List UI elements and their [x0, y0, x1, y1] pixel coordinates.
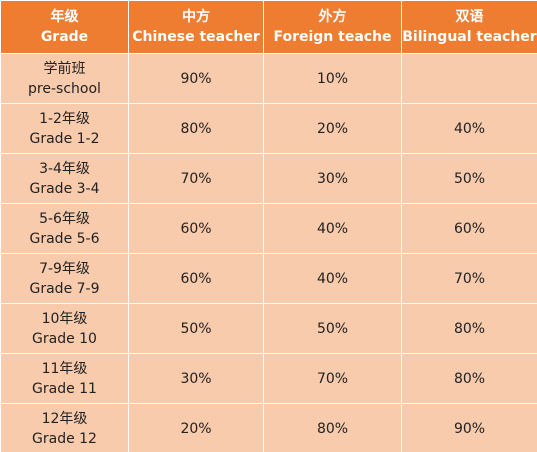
grade-cell: 学前班 pre-school [0, 53, 129, 104]
table-body: 学前班 pre-school 90% 10% 1-2年级 Grade 1-2 8… [0, 53, 537, 452]
grade-zh: 1-2年级 [39, 110, 90, 127]
grade-en: Grade 5-6 [29, 230, 100, 247]
foreign-teacher-cell: 70% [263, 353, 402, 404]
grade-en: Grade 10 [32, 330, 97, 347]
grade-zh: 学前班 [43, 60, 86, 77]
table-row: 11年级 Grade 11 30% 70% 80% [0, 353, 537, 404]
table-row: 学前班 pre-school 90% 10% [0, 53, 537, 104]
header-chinese-teacher: 中方 Chinese teacher [128, 0, 264, 54]
chinese-teacher-cell: 80% [128, 103, 264, 154]
foreign-teacher-cell: 50% [263, 303, 402, 354]
header-bilingual-zh: 双语 [455, 9, 484, 25]
chinese-teacher-cell: 50% [128, 303, 264, 354]
header-grade-zh: 年级 [50, 9, 79, 25]
grade-cell: 7-9年级 Grade 7-9 [0, 253, 129, 304]
chinese-teacher-cell: 20% [128, 403, 264, 452]
table-row: 5-6年级 Grade 5-6 60% 40% 60% [0, 203, 537, 254]
grade-en: Grade 11 [32, 380, 97, 397]
foreign-teacher-cell: 10% [263, 53, 402, 104]
grade-zh: 7-9年级 [39, 260, 90, 277]
grade-en: pre-school [28, 80, 101, 97]
bilingual-teacher-cell: 90% [401, 403, 537, 452]
bilingual-teacher-cell [401, 53, 537, 104]
table-row: 7-9年级 Grade 7-9 60% 40% 70% [0, 253, 537, 304]
header-foreign-en: Foreign teache [273, 29, 392, 45]
grade-zh: 10年级 [41, 310, 88, 327]
foreign-teacher-cell: 80% [263, 403, 402, 452]
foreign-teacher-cell: 30% [263, 153, 402, 204]
bilingual-teacher-cell: 80% [401, 353, 537, 404]
header-chinese-en: Chinese teacher [132, 29, 260, 45]
grade-cell: 5-6年级 Grade 5-6 [0, 203, 129, 254]
grade-cell: 12年级 Grade 12 [0, 403, 129, 452]
header-bilingual-teacher: 双语 Bilingual teacher [401, 0, 537, 54]
grade-en: Grade 7-9 [29, 280, 100, 297]
grade-cell: 1-2年级 Grade 1-2 [0, 103, 129, 154]
foreign-teacher-cell: 20% [263, 103, 402, 154]
foreign-teacher-cell: 40% [263, 253, 402, 304]
header-row: 年级 Grade 中方 Chinese teacher 外方 Foreign t… [0, 0, 537, 54]
bilingual-teacher-cell: 60% [401, 203, 537, 254]
grade-en: Grade 3-4 [29, 180, 100, 197]
header-chinese-zh: 中方 [182, 9, 210, 25]
grade-zh: 12年级 [41, 410, 88, 427]
table-row: 1-2年级 Grade 1-2 80% 20% 40% [0, 103, 537, 154]
header-grade-en: Grade [40, 29, 89, 45]
bilingual-teacher-cell: 40% [401, 103, 537, 154]
table-row: 10年级 Grade 10 50% 50% 80% [0, 303, 537, 354]
header-foreign-zh: 外方 [318, 9, 347, 25]
grade-zh: 5-6年级 [39, 210, 90, 227]
bilingual-teacher-cell: 80% [401, 303, 537, 354]
chinese-teacher-cell: 60% [128, 203, 264, 254]
chinese-teacher-cell: 90% [128, 53, 264, 104]
chinese-teacher-cell: 70% [128, 153, 264, 204]
chinese-teacher-cell: 30% [128, 353, 264, 404]
grade-zh: 11年级 [41, 360, 88, 377]
grade-cell: 10年级 Grade 10 [0, 303, 129, 354]
chinese-teacher-cell: 60% [128, 253, 264, 304]
bilingual-teacher-cell: 50% [401, 153, 537, 204]
bilingual-teacher-cell: 70% [401, 253, 537, 304]
header-foreign-teacher: 外方 Foreign teache [263, 0, 402, 54]
table-header: 年级 Grade 中方 Chinese teacher 外方 Foreign t… [0, 0, 537, 54]
header-grade: 年级 Grade [0, 0, 129, 54]
grade-en: Grade 1-2 [29, 130, 100, 147]
table-row: 12年级 Grade 12 20% 80% 90% [0, 403, 537, 452]
grade-cell: 3-4年级 Grade 3-4 [0, 153, 129, 204]
grade-en: Grade 12 [32, 430, 97, 447]
grade-cell: 11年级 Grade 11 [0, 353, 129, 404]
foreign-teacher-cell: 40% [263, 203, 402, 254]
header-bilingual-en: Bilingual teacher [402, 29, 537, 45]
table-row: 3-4年级 Grade 3-4 70% 30% 50% [0, 153, 537, 204]
grade-zh: 3-4年级 [39, 160, 90, 177]
